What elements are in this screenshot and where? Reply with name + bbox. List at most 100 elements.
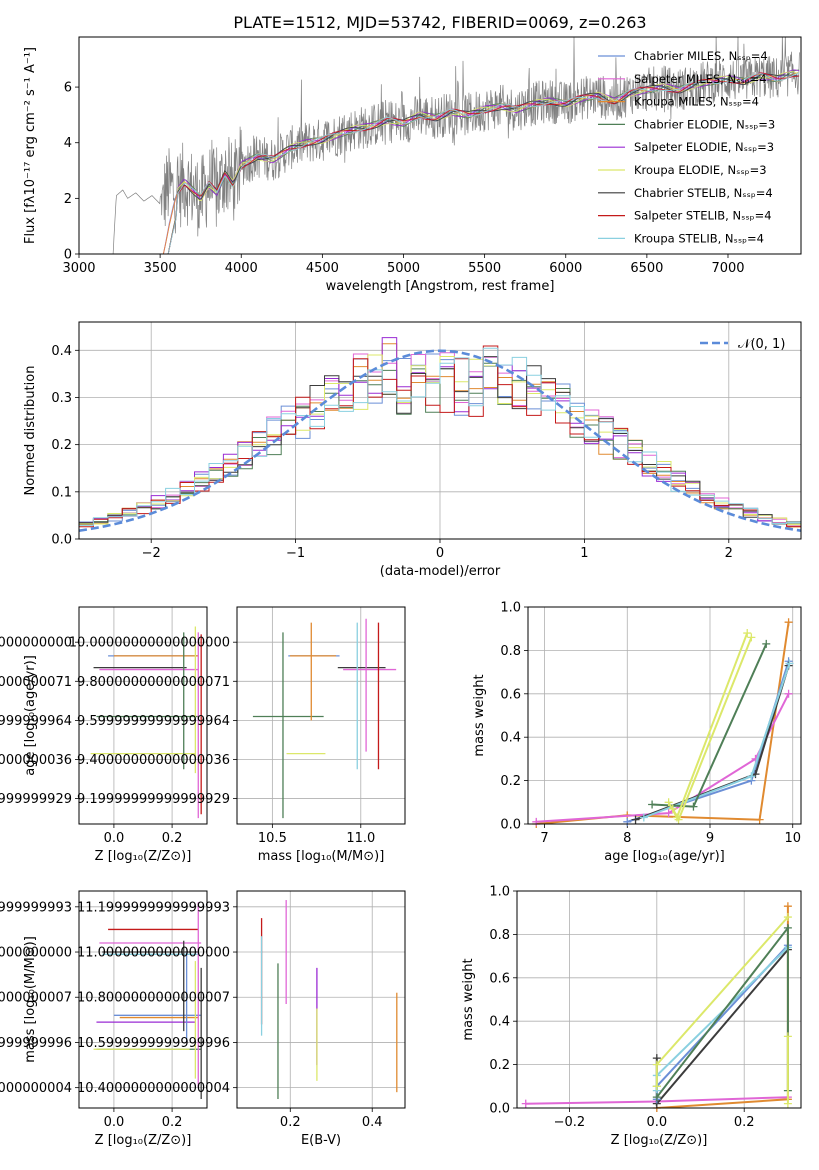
legend-label: Kroupa MILES, Nₛₛₚ=4	[634, 95, 759, 109]
x-axis-label: age [log₁₀(age/yr)]	[604, 849, 725, 864]
x-tick-label: 0.2	[734, 1115, 755, 1130]
axes-frame	[78, 890, 208, 1109]
mass-weight-marker	[521, 1099, 530, 1108]
y-tick-label: 0.0	[500, 818, 521, 833]
x-tick-label: 6000	[549, 261, 582, 276]
y-tick-label: 9.59999999999999964	[0, 714, 72, 729]
mass-weight-marker	[783, 1099, 792, 1108]
y-tick-label: 10.4000000000000004	[77, 1081, 230, 1096]
y-tick-label: 0.2	[51, 438, 72, 453]
axes-frame	[236, 606, 406, 825]
mass-weight-marker	[783, 1032, 792, 1041]
y-tick-label: 2	[64, 192, 72, 207]
y-tick-label: 10.5999999999999996	[77, 1036, 230, 1051]
mass-weight-marker	[762, 639, 771, 648]
y-tick-label: 9.80000000000000071	[77, 675, 230, 690]
x-tick-label: 5500	[468, 261, 501, 276]
mass-weight-marker	[747, 633, 756, 642]
mass-weight-marker	[783, 913, 792, 922]
x-tick-label: −1	[286, 546, 305, 561]
y-tick-label: 0.6	[489, 971, 510, 986]
x-tick-label: 0	[436, 546, 444, 561]
y-axis-label: mass weight	[472, 674, 487, 756]
x-tick-label: −0.2	[554, 1115, 586, 1130]
mass_weight_vs_Z-panel	[513, 890, 801, 1112]
y-tick-label: 11.1999999999999993	[0, 900, 72, 915]
mass-weight-marker	[784, 618, 793, 627]
spectrum-panel	[75, 37, 800, 258]
mass-weight-marker	[743, 629, 752, 638]
axes-layer: 3000 3500 4000 4500 5000 5500 6000 6500 7000 0 2 4 6…	[0, 36, 802, 1148]
x-axis-label: E(B-V)	[301, 1133, 341, 1148]
y-tick-label: 10.00000000000000000	[0, 636, 72, 651]
mass-weight-line	[667, 632, 749, 820]
y-tick-label: 0.2	[500, 774, 521, 789]
model-line	[167, 72, 800, 254]
legend-label: Chabrier ELODIE, Nₛₛₚ=3	[634, 117, 775, 131]
y-tick-label: 0.3	[51, 391, 72, 406]
mass-weight-marker	[689, 802, 698, 811]
legend-label: 𝒩(0, 1)	[738, 337, 785, 352]
x-axis-label: mass [log₁₀(M/M⊙)]	[258, 849, 385, 864]
mass-weight-line	[656, 924, 789, 1098]
y-tick-label: 0.4	[489, 1015, 510, 1030]
x-tick-label: 0.0	[104, 831, 125, 846]
y-tick-label: 10.8000000000000007	[0, 991, 72, 1006]
legend-label: Salpeter STELIB, Nₛₛₚ=4	[634, 209, 772, 223]
y-tick-label: 0.8	[489, 928, 510, 943]
y-axis-label: age [log₁₀(age/yr)]	[23, 655, 38, 776]
x-tick-label: 1	[580, 546, 588, 561]
residual-histogram	[79, 362, 801, 525]
axes-frame	[78, 36, 802, 255]
y-tick-label: 9.40000000000000036	[77, 753, 230, 768]
axes-frame	[78, 321, 802, 540]
y-tick-label: 0.4	[500, 731, 521, 746]
y-tick-label: 0.0	[489, 1102, 510, 1117]
axes-frame	[78, 606, 208, 825]
y-tick-label: 1.0	[500, 601, 521, 616]
x-tick-label: 2	[725, 546, 733, 561]
y-tick-label: 9.19999999999999929	[0, 792, 72, 807]
y-axis-label: mass weight	[461, 958, 476, 1040]
x-axis-label: Z [log₁₀(Z/Z⊙)]	[95, 849, 192, 864]
mass-weight-marker	[783, 902, 792, 911]
legend-label: Salpeter MILES, Nₛₛₚ=4	[634, 72, 767, 86]
observed-spectrum-line	[112, 37, 800, 254]
mass-weight-marker	[747, 772, 756, 781]
mass-weight-line	[656, 906, 789, 1108]
mass-weight-line	[643, 663, 791, 819]
mass-weight-marker	[664, 809, 673, 818]
x-tick-label: 6500	[630, 261, 663, 276]
mass_vs_ebv-panel	[233, 891, 405, 1112]
legend-label: Chabrier STELIB, Nₛₛₚ=4	[634, 186, 773, 200]
x-tick-label: 5000	[387, 261, 420, 276]
legend-label: Salpeter ELODIE, Nₛₛₚ=3	[634, 140, 774, 154]
figure-title: PLATE=1512, MJD=53742, FIBERID=0069, z=0…	[233, 13, 646, 32]
mass-weight-marker	[652, 1093, 661, 1102]
model-line	[167, 69, 800, 254]
x-tick-label: 10.5	[258, 831, 287, 846]
x-axis-label: wavelength [Angstrom, rest frame]	[326, 279, 555, 294]
y-tick-label: 6	[64, 81, 72, 96]
x-tick-label: 0.0	[104, 1115, 125, 1130]
mass-weight-marker	[623, 817, 632, 826]
mass-weight-marker	[785, 659, 794, 668]
mass-weight-marker	[631, 815, 640, 824]
x-tick-label: 4500	[306, 261, 339, 276]
mass-weight-line	[655, 946, 789, 1091]
x-axis-label: Z [log₁₀(Z/Z⊙)]	[95, 1133, 192, 1148]
legend-label: Chabrier MILES, Nₛₛₚ=4	[634, 49, 768, 63]
mass-weight-marker	[755, 815, 764, 824]
model-line	[167, 69, 800, 254]
mass-weight-line	[655, 916, 789, 1087]
residuals-panel	[75, 322, 801, 543]
mass-weight-marker	[784, 689, 793, 698]
y-tick-label: 0.1	[51, 485, 72, 500]
axes-frame	[527, 606, 802, 825]
mass-weight-line	[655, 944, 789, 1100]
y-tick-label: 10.8000000000000007	[77, 991, 230, 1006]
y-tick-label: 11.1999999999999993	[77, 900, 230, 915]
axes-frame	[516, 890, 802, 1109]
x-tick-label: 0.2	[280, 1115, 301, 1130]
mass-weight-line	[536, 693, 790, 823]
